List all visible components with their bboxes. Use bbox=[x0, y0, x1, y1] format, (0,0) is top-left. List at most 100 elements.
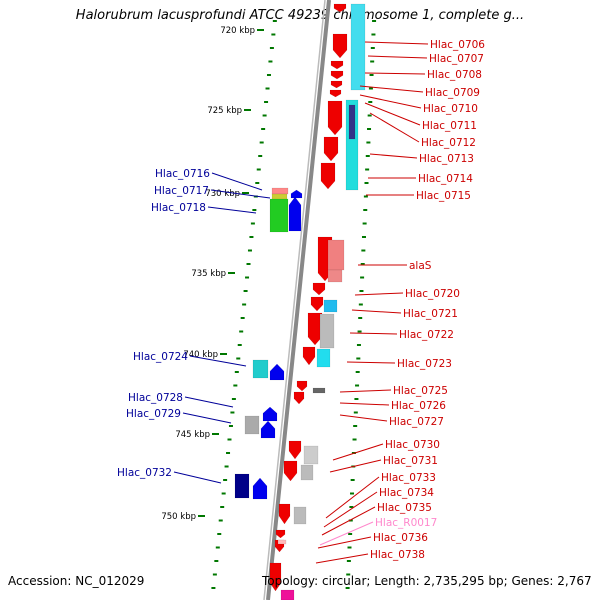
label-leader bbox=[359, 94, 422, 109]
scale-tick bbox=[370, 47, 375, 49]
scale-tick bbox=[353, 411, 358, 414]
scale-tick bbox=[228, 425, 233, 427]
scale-tick bbox=[240, 317, 245, 319]
backbone-line bbox=[263, 0, 326, 600]
scale-tick bbox=[357, 330, 362, 333]
label-leader bbox=[325, 476, 380, 519]
scale-label: 730 kbp bbox=[205, 189, 240, 199]
gene-cds-box bbox=[277, 539, 287, 545]
scale-tick bbox=[370, 60, 375, 63]
gene-cds-box bbox=[350, 3, 366, 91]
label-leader bbox=[319, 521, 374, 546]
scale-tick bbox=[364, 182, 369, 184]
gene-arrow-reverse bbox=[288, 440, 302, 460]
scale-tick bbox=[354, 398, 359, 400]
scale-tick bbox=[242, 303, 247, 306]
scale-tick bbox=[350, 492, 355, 495]
gene-cds-box bbox=[327, 239, 345, 271]
gene-label-left: Hlac_0724 bbox=[133, 351, 188, 363]
scale-tick bbox=[249, 236, 254, 238]
gene-arrow-forward bbox=[269, 363, 285, 381]
scale-tick bbox=[221, 492, 226, 495]
scale-tick bbox=[264, 101, 269, 103]
gene-label-right: Hlac_0736 bbox=[373, 532, 428, 544]
gene-cds-box bbox=[300, 464, 314, 481]
scale-tick bbox=[349, 506, 354, 508]
scale-tick bbox=[355, 384, 360, 387]
gene-arrow-reverse bbox=[275, 529, 286, 539]
gene-label-left: Hlac_0732 bbox=[117, 467, 172, 479]
label-leader bbox=[346, 361, 396, 364]
scale-tick bbox=[363, 195, 368, 198]
scale-tick bbox=[250, 222, 255, 225]
scale-tick bbox=[272, 20, 277, 22]
label-leader bbox=[349, 332, 398, 335]
gene-label-left: Hlac_0729 bbox=[126, 408, 181, 420]
gene-label-right: alaS bbox=[409, 260, 432, 272]
label-leader bbox=[354, 292, 404, 296]
gene-cds-box bbox=[327, 269, 343, 283]
scale-tick bbox=[252, 209, 257, 211]
gene-label-right: Hlac_0715 bbox=[416, 190, 471, 202]
label-leader bbox=[332, 443, 384, 461]
label-leader bbox=[364, 102, 421, 126]
scale-tick bbox=[368, 101, 373, 103]
scale-tick bbox=[265, 87, 270, 90]
scale-label: 735 kbp bbox=[191, 269, 226, 279]
gene-label-right: Hlac_0725 bbox=[393, 385, 448, 397]
gene-cds-box bbox=[271, 187, 289, 195]
scale-tick bbox=[361, 249, 366, 252]
gene-cds-box bbox=[293, 506, 307, 525]
gene-arrow-reverse bbox=[327, 100, 343, 136]
gene-cds-box bbox=[244, 415, 260, 435]
gene-arrow-reverse bbox=[310, 296, 324, 312]
gene-arrow-forward bbox=[252, 477, 268, 500]
gene-label-right: Hlac_R0017 bbox=[375, 517, 437, 529]
scale-tick bbox=[233, 384, 238, 387]
gene-cds-box bbox=[348, 104, 356, 140]
scale-tick bbox=[231, 398, 236, 400]
gene-arrow-reverse bbox=[320, 162, 336, 190]
label-leader bbox=[339, 389, 392, 393]
label-leader bbox=[323, 491, 378, 528]
scale-ticks bbox=[211, 20, 377, 589]
scale-label: 720 kbp bbox=[220, 26, 255, 36]
scale-tick bbox=[237, 344, 242, 346]
label-leader bbox=[364, 72, 426, 75]
gene-label-right: Hlac_0713 bbox=[419, 153, 474, 165]
gene-arrow-reverse bbox=[296, 380, 308, 392]
scale-tick bbox=[352, 438, 357, 441]
gene-arrow-reverse bbox=[333, 3, 347, 13]
scale-tick bbox=[215, 546, 220, 549]
scale-major-tick bbox=[257, 29, 264, 31]
label-leader bbox=[184, 396, 234, 408]
gene-cds-box bbox=[312, 387, 326, 394]
scale-tick bbox=[347, 546, 352, 549]
label-leader bbox=[339, 402, 390, 406]
label-leader bbox=[321, 506, 376, 536]
gene-label-right: Hlac_0709 bbox=[425, 87, 480, 99]
scale-label: 725 kbp bbox=[207, 106, 242, 116]
map-title: Halorubrum lacusprofundi ATCC 49239 chro… bbox=[75, 8, 525, 23]
scale-tick bbox=[212, 573, 217, 576]
gene-arrow-reverse bbox=[312, 282, 326, 296]
scale-tick bbox=[372, 20, 377, 22]
topology-text: Topology: circular; Length: 2,735,295 bp… bbox=[262, 574, 592, 588]
scale-tick bbox=[366, 141, 371, 144]
scale-major-tick bbox=[228, 272, 235, 274]
gene-label-right: Hlac_0712 bbox=[421, 137, 476, 149]
label-leader bbox=[182, 412, 232, 424]
gene-label-right: Hlac_0714 bbox=[418, 173, 473, 185]
scale-tick bbox=[255, 182, 260, 184]
gene-arrow-reverse bbox=[330, 60, 344, 70]
scale-tick bbox=[246, 263, 251, 265]
gene-label-right: Hlac_0723 bbox=[397, 358, 452, 370]
scale-tick bbox=[261, 128, 266, 130]
scale-tick bbox=[266, 74, 271, 76]
scale-tick bbox=[359, 290, 364, 292]
scale-tick bbox=[223, 479, 228, 481]
gene-label-left: Hlac_0717 bbox=[154, 185, 209, 197]
scale-tick bbox=[262, 114, 267, 117]
gene-arrow-forward bbox=[262, 406, 278, 422]
gene-arrow-reverse bbox=[330, 80, 343, 89]
